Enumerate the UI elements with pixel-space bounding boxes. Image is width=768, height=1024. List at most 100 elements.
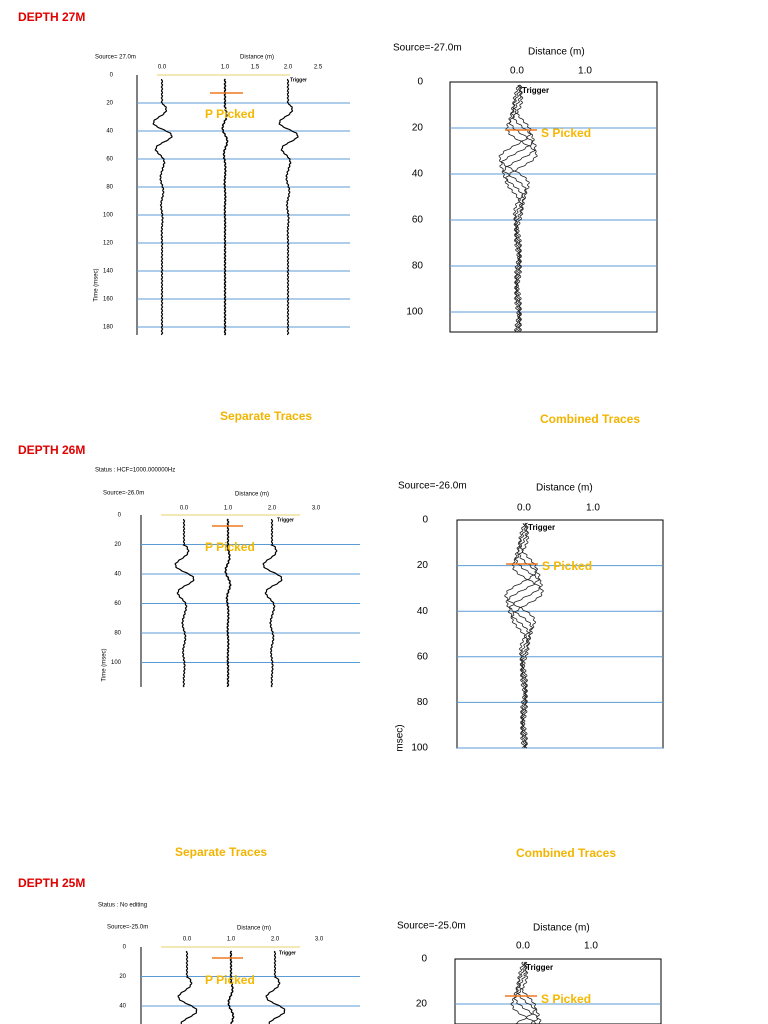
y-tick-label: 160 <box>103 297 114 303</box>
trace <box>507 522 544 749</box>
x-tick-label: 1.0 <box>578 66 592 77</box>
x-tick-label: 2.0 <box>268 506 277 512</box>
trace <box>510 961 537 1024</box>
pick-label: S Picked <box>541 126 591 140</box>
y-tick-label: 140 <box>103 269 114 275</box>
pick-label: P Picked <box>205 540 255 554</box>
x-tick-label: 2.0 <box>284 65 293 71</box>
y-tick-label: 80 <box>114 631 121 637</box>
trace <box>515 961 540 1024</box>
trace <box>498 84 532 333</box>
x-tick-label: 1.0 <box>224 506 233 512</box>
x-tick-label: 1.0 <box>221 65 230 71</box>
depth-heading: DEPTH 25M <box>18 876 85 890</box>
y-tick-label: 100 <box>111 660 122 666</box>
x-tick-label: 3.0 <box>312 506 321 512</box>
y-tick-label: 60 <box>412 215 424 226</box>
trace <box>221 78 229 336</box>
panel-caption: Separate Traces <box>175 845 267 859</box>
y-axis-title: msec) <box>395 724 406 751</box>
panel-caption: Combined Traces <box>540 412 640 426</box>
trace <box>504 522 539 749</box>
trigger-label: Trigger <box>277 517 294 523</box>
x-tick-label: 0.0 <box>158 65 167 71</box>
source-label: Source=-25.0m <box>107 925 148 931</box>
y-tick-label: 80 <box>417 697 429 708</box>
depth-heading: DEPTH 27M <box>18 10 85 24</box>
plot-area <box>449 81 658 333</box>
source-label: Source= 27.0m <box>95 55 136 61</box>
source-label: Source=-25.0m <box>397 921 466 932</box>
trace <box>513 961 542 1024</box>
y-tick-label: 0 <box>110 73 114 79</box>
y-tick-label: 0 <box>422 515 428 526</box>
trace <box>224 518 232 688</box>
trigger-label: Trigger <box>279 950 296 956</box>
y-tick-label: 0 <box>421 954 427 965</box>
plot-area <box>456 519 664 749</box>
pick-label: S Picked <box>542 559 592 573</box>
trigger-label: Trigger <box>290 77 307 83</box>
axis-title: Distance (m) <box>240 55 274 61</box>
x-tick-label: 1.5 <box>251 65 260 71</box>
x-tick-label: 1.0 <box>584 941 598 952</box>
trigger-label: Trigger <box>526 963 553 972</box>
trace <box>174 518 195 688</box>
trace <box>227 950 235 1024</box>
y-tick-label: 0 <box>417 77 423 88</box>
x-tick-label: 0.0 <box>516 941 530 952</box>
trace <box>510 522 545 749</box>
trace <box>262 518 283 688</box>
axis-title: Distance (m) <box>237 926 271 932</box>
x-tick-label: 0.0 <box>510 66 524 77</box>
x-tick-label: 1.0 <box>586 503 600 514</box>
trace <box>278 78 299 336</box>
axis-title: Distance (m) <box>235 492 269 498</box>
y-axis-title: Time (msec) <box>102 648 108 681</box>
trace <box>152 78 173 336</box>
y-tick-label: 20 <box>416 999 428 1010</box>
axis-title: Distance (m) <box>536 483 593 494</box>
axis-title: Distance (m) <box>533 923 590 934</box>
trace <box>499 84 535 333</box>
status-label: Status : No editing <box>98 903 147 909</box>
source-label: Source=-26.0m <box>398 481 467 492</box>
y-tick-label: 20 <box>114 542 121 548</box>
y-tick-label: 0 <box>118 513 122 519</box>
x-tick-label: 0.0 <box>180 506 189 512</box>
y-tick-label: 40 <box>417 606 429 617</box>
axis-title: Distance (m) <box>528 47 585 58</box>
trace <box>504 84 538 333</box>
y-tick-label: 40 <box>114 572 121 578</box>
trace <box>177 950 198 1024</box>
y-tick-label: 60 <box>106 157 113 163</box>
x-tick-label: 2.5 <box>314 65 323 71</box>
source-label: Source=-27.0m <box>393 43 462 54</box>
pick-label: P Picked <box>205 973 255 987</box>
pick-label: S Picked <box>541 992 591 1006</box>
panel-caption: Separate Traces <box>220 409 312 423</box>
y-tick-label: 80 <box>412 261 424 272</box>
trace <box>265 950 286 1024</box>
x-tick-label: 0.0 <box>183 937 192 943</box>
trigger-label: Trigger <box>528 523 555 532</box>
y-tick-label: 180 <box>103 325 114 331</box>
trigger-label: Trigger <box>522 86 549 95</box>
y-tick-label: 20 <box>412 123 424 134</box>
y-tick-label: 120 <box>103 241 114 247</box>
y-tick-label: 100 <box>103 213 114 219</box>
trace <box>505 522 541 749</box>
y-tick-label: 40 <box>106 129 113 135</box>
source-label: Source=-26.0m <box>103 491 144 497</box>
status-label: Status : HCF=1000.000000Hz <box>95 468 175 474</box>
y-axis-title: Time (msec) <box>94 268 100 301</box>
y-tick-label: 60 <box>114 601 121 607</box>
panel-caption: Combined Traces <box>516 846 616 860</box>
x-tick-label: 0.0 <box>517 503 531 514</box>
plot-area <box>454 958 662 1024</box>
y-tick-label: 20 <box>106 101 113 107</box>
y-tick-label: 40 <box>119 1004 126 1010</box>
x-tick-label: 3.0 <box>315 937 324 943</box>
y-tick-label: 20 <box>119 974 126 980</box>
